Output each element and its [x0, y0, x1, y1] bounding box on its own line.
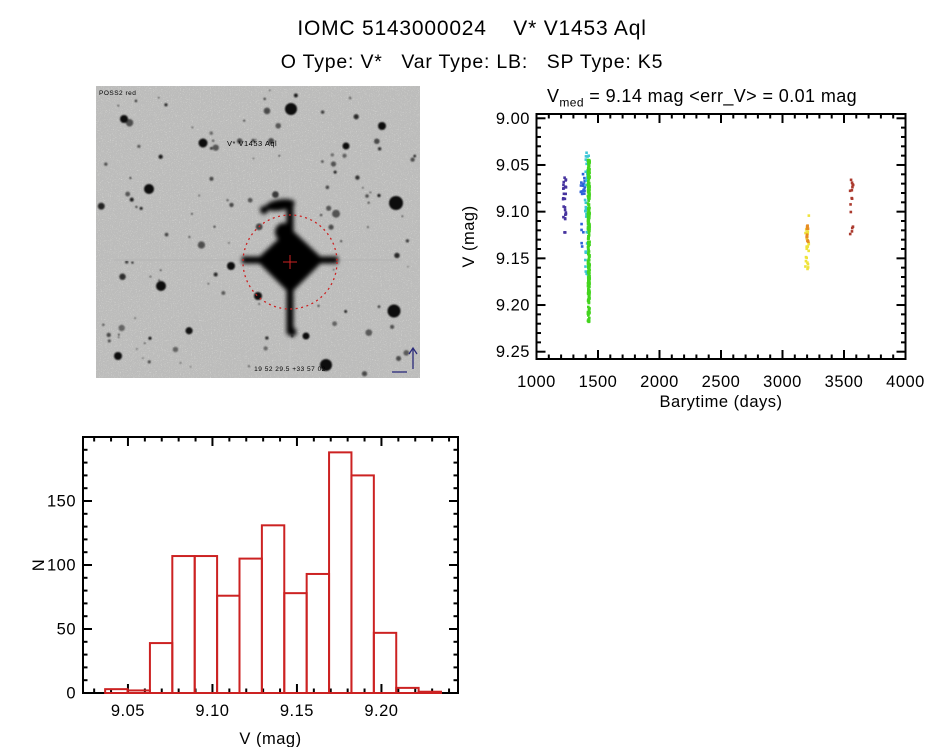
histogram-bar [171, 555, 196, 694]
x-axis-title: Barytime (days) [659, 393, 782, 411]
y-tick-label: 9.05 [496, 156, 530, 174]
coordinates-label: 19 52 29.5 +33 57 02 [254, 366, 326, 373]
x-tick-label: 9.05 [111, 702, 145, 720]
x-tick-label: 1500 [579, 373, 618, 391]
y-tick-label: 9.25 [496, 343, 530, 361]
y-tick-label: 50 [57, 621, 76, 639]
histogram-bar [148, 642, 174, 694]
vmed-values: = 9.14 mag <err_V> = 0.01 mag [583, 86, 858, 106]
vmed-subscript: med [559, 95, 584, 110]
survey-label: POSS2 red [99, 90, 136, 97]
axis-labels: 9.05 9.10 9.15 9.20 0 50 100 150 V (mag) N [30, 493, 398, 747]
histogram-bar [126, 689, 151, 695]
y-tick-label: 150 [47, 493, 76, 511]
x-tick-label: 9.20 [364, 702, 398, 720]
scatter-points-epoch4-green [586, 158, 591, 324]
image-captions: POSS2 red 19 52 29.5 +33 57 02 [99, 90, 326, 373]
vmed-symbol: V [546, 86, 560, 106]
axis-labels: 1000 1500 2000 2500 3000 3500 4000 9.00 9.05 9.10… [460, 110, 925, 411]
histogram-bar [216, 594, 241, 694]
histogram-bar [372, 631, 398, 694]
histogram-bar [328, 451, 353, 694]
x-tick-label: 9.10 [195, 702, 229, 720]
axes [535, 113, 907, 360]
lightcurve-plot: Vmed = 9.14 mag <err_V> = 0.01 mag 1000 1… [460, 85, 944, 415]
scatter-points-epoch2b-blue [580, 222, 585, 248]
y-tick-label: 9.20 [496, 297, 530, 315]
y-tick-label: 9.15 [496, 250, 530, 268]
page-title: IOMC 5143000024 V* V1453 Aql [297, 17, 647, 40]
y-axis-title: V (mag) [460, 205, 478, 267]
x-tick-label: 2000 [640, 373, 679, 391]
scatter-points-epoch7-darkred [848, 178, 855, 236]
finder-chart: V* V1453 Aql POSS2 red 19 52 29.5 +33 57 0… [96, 86, 420, 378]
scatter-points-epoch6-orange [805, 224, 810, 243]
y-tick-label: 9.10 [496, 203, 530, 221]
x-tick-label: 2500 [702, 373, 741, 391]
x-tick-label: 3500 [825, 373, 864, 391]
compass-icon [392, 346, 418, 373]
histogram-bars [104, 451, 443, 695]
histogram-bar [238, 557, 263, 694]
finder-chart-image: V* V1453 Aql POSS2 red 19 52 29.5 +33 57 0… [96, 86, 420, 378]
histogram-bar [193, 555, 219, 694]
axes [82, 436, 459, 694]
lightcurve-title: Vmed = 9.14 mag <err_V> = 0.01 mag [460, 86, 944, 110]
object-type-line: O Type: V* Var Type: LB: SP Type: K5 [280, 51, 664, 73]
x-tick-label: 4000 [886, 373, 925, 391]
y-tick-label: 9.00 [496, 110, 530, 128]
target-annotations: V* V1453 Aql [227, 139, 338, 310]
histogram-bar [104, 688, 129, 695]
y-axis-title: N [30, 559, 48, 571]
histogram-canvas: 9.05 9.10 9.15 9.20 0 50 100 150 V (mag) N [30, 436, 459, 747]
histogram-bar [305, 572, 331, 695]
histogram-bar [260, 524, 286, 694]
y-tick-label: 100 [47, 557, 76, 575]
x-tick-label: 9.15 [280, 702, 314, 720]
histogram-bar [283, 592, 308, 694]
histogram-bar [395, 686, 420, 695]
histogram-bar [417, 690, 443, 695]
scatter-points-epoch2-blue [579, 172, 587, 196]
magnitude-histogram: 9.05 9.10 9.15 9.20 0 50 100 150 V (mag) N [20, 420, 480, 747]
field-stars [97, 89, 417, 377]
x-tick-label: 3000 [763, 373, 802, 391]
image-noise [96, 86, 420, 378]
y-tick-label: 0 [66, 685, 76, 703]
target-circle [242, 214, 338, 310]
lightcurve-canvas: 1000 1500 2000 2500 3000 3500 4000 9.00 9.05 9.10… [460, 110, 925, 411]
x-axis-title: V (mag) [239, 730, 301, 747]
target-name-label: V* V1453 Aql [227, 139, 277, 148]
x-tick-label: 1000 [517, 373, 556, 391]
histogram-bar [350, 474, 375, 695]
scatter-points-epoch1-purple [561, 176, 568, 234]
